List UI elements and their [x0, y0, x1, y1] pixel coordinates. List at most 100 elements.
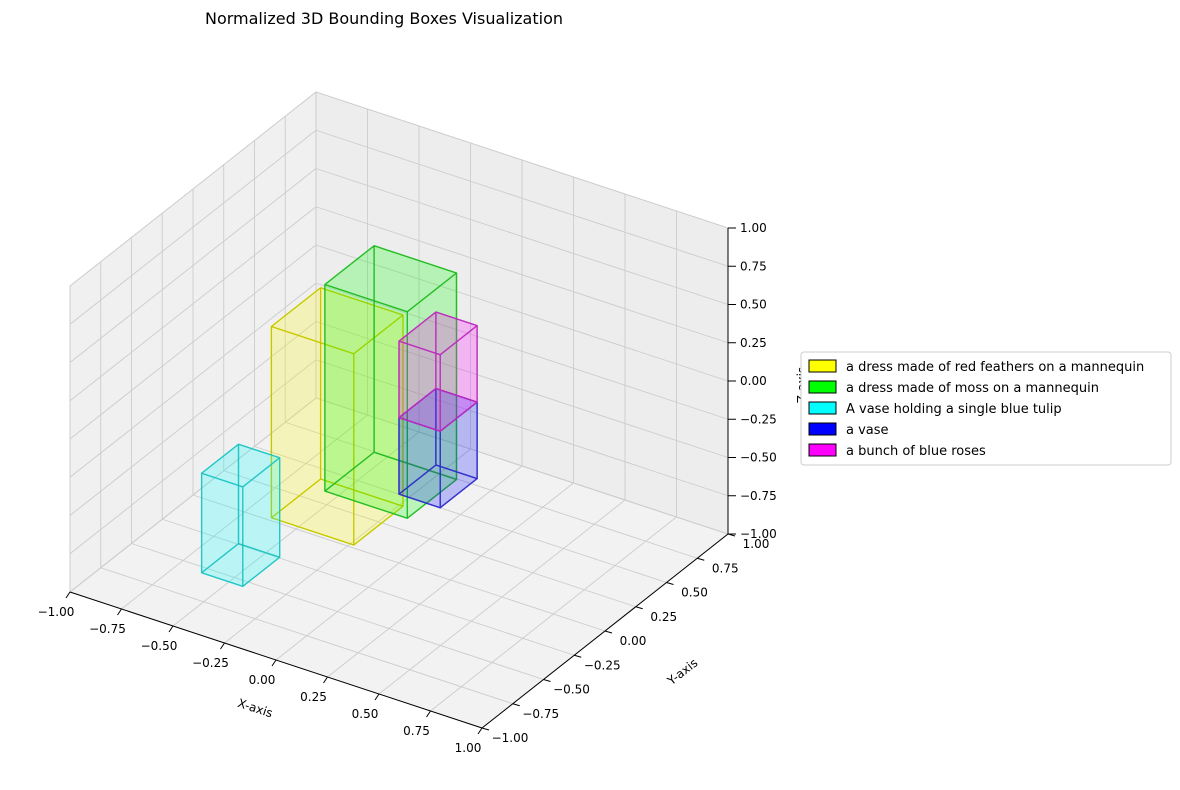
box-edge: [324, 245, 375, 286]
box-edge: [435, 387, 478, 403]
floor-grid-y: [192, 494, 606, 632]
legend-swatch: [808, 422, 837, 436]
y-tick-label: 0.00: [620, 634, 647, 648]
x-tick: [168, 625, 174, 633]
y-tick: [635, 606, 643, 610]
legend-label: a vase: [846, 423, 889, 438]
x-tick: [477, 727, 483, 735]
x-axis-label: X-axis: [236, 696, 275, 720]
left-grid-z: [69, 206, 317, 402]
left-grid-z: [69, 168, 317, 363]
x-tick-label: 0.25: [300, 690, 327, 704]
box-edge: [324, 451, 375, 492]
z-tick-label: 1.00: [740, 221, 767, 235]
box-edge: [238, 443, 280, 459]
legend-swatch: [808, 359, 837, 373]
box-edge: [201, 472, 244, 488]
back-grid-z: [315, 206, 729, 344]
box-edge: [439, 478, 478, 509]
box-edge: [398, 388, 437, 419]
box-edge: [353, 314, 404, 355]
legend-label: A vase holding a single blue tulip: [846, 402, 1062, 417]
y-tick-label: −0.75: [522, 707, 559, 721]
y-tick-label: −0.50: [553, 683, 590, 697]
bounding-box-2: [200, 443, 281, 587]
y-tick: [574, 654, 582, 658]
x-tick-label: −0.25: [192, 656, 229, 670]
x-tick: [117, 608, 122, 616]
left-grid-z: [69, 129, 317, 325]
box-edge: [201, 543, 239, 574]
x-tick: [374, 693, 380, 701]
x-tick: [271, 659, 277, 667]
back-grid-z: [315, 129, 729, 267]
y-tick: [512, 703, 520, 707]
box-edge: [435, 464, 478, 480]
y-tick-label: −0.25: [584, 658, 621, 672]
left-grid-z: [69, 244, 317, 440]
z-tick-label: −0.50: [740, 451, 777, 465]
floor-grid-x: [378, 499, 626, 695]
back-grid-z: [315, 244, 729, 382]
z-tick-label: 0.75: [740, 259, 767, 273]
x-tick-label: 0.50: [352, 707, 379, 721]
back-grid-z: [315, 91, 729, 229]
y-tick: [604, 630, 613, 634]
legend-swatch: [808, 443, 837, 457]
y-tick-label: 1.00: [743, 537, 770, 551]
bounding-box-0: [270, 287, 404, 546]
box-edge: [201, 572, 244, 587]
legend-swatch: [808, 401, 837, 415]
floor-grid-y: [315, 397, 729, 535]
legend: a dress made of red feathers on a manneq…: [800, 351, 1172, 466]
box-edge: [398, 464, 437, 495]
legend-frame: [800, 351, 1172, 466]
z-tick-label: 0.25: [740, 336, 767, 350]
box-edge: [201, 443, 239, 474]
z-tick-label: −0.75: [740, 489, 777, 503]
box-edge: [271, 517, 355, 546]
floor-grid-y: [254, 446, 667, 583]
chart-title: Normalized 3D Bounding Boxes Visualizati…: [205, 9, 563, 28]
box-edge: [373, 245, 457, 274]
box-face: [200, 472, 244, 587]
floor-grid-x: [430, 516, 677, 712]
box-edge: [353, 505, 404, 546]
legend-label: a dress made of red feathers on a manneq…: [846, 360, 1144, 375]
box-face: [398, 416, 441, 509]
z-tick-label: 0.50: [740, 298, 767, 312]
box-edge: [398, 493, 441, 509]
x-tick: [426, 710, 431, 718]
y-axis-label: Y-axis: [664, 656, 700, 689]
box-edge: [406, 272, 457, 313]
box-edge: [398, 417, 441, 432]
bounding-boxes: [200, 245, 478, 587]
y-tick-label: 0.25: [650, 610, 677, 624]
x-tick-label: 0.75: [403, 724, 430, 738]
box-edge: [324, 490, 408, 519]
box-edge: [435, 311, 478, 327]
y-tick: [697, 557, 705, 561]
floor-grid-x: [327, 482, 574, 678]
box-face: [398, 340, 441, 432]
box-edge: [398, 311, 437, 342]
box-edge: [439, 401, 478, 432]
back-grid-z: [315, 168, 729, 305]
box-edge: [406, 478, 457, 519]
bounding-box-4: [398, 311, 478, 432]
z-tick-label: −0.25: [740, 412, 777, 426]
bounding-box-1: [324, 245, 458, 519]
tick-labels: −1.00 −1.00 −1.00 −0.75 −0.75 −0.75 −0.50 −0.50…: [38, 221, 777, 755]
x-tick-label: −0.50: [141, 639, 178, 653]
x-tick-label: 0.00: [249, 673, 276, 687]
box-edge: [439, 325, 478, 356]
y-tick: [481, 727, 490, 731]
legend-label: a bunch of blue roses: [846, 444, 986, 459]
legend-label: a dress made of moss on a mannequin: [846, 381, 1099, 396]
box-face: [324, 283, 408, 519]
x-tick-label: 1.00: [455, 741, 482, 755]
box-edge: [242, 556, 281, 587]
box-edge: [242, 457, 281, 488]
z-tick-label: −1.00: [740, 527, 777, 541]
box-edge: [398, 340, 441, 356]
